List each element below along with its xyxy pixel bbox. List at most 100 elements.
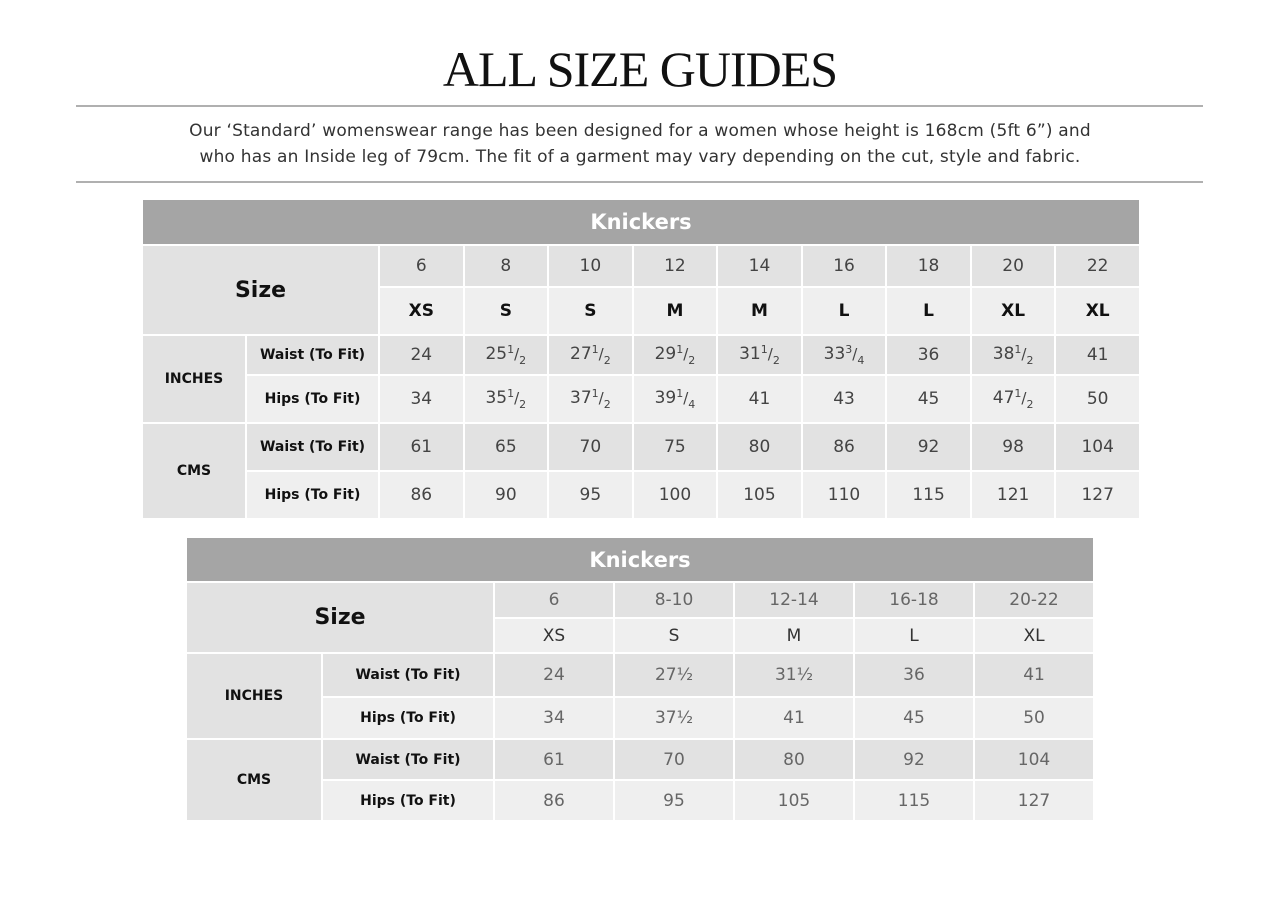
size-label: Size — [141, 244, 380, 336]
table-row: Hips (To Fit) 86 95 105 115 127 — [186, 779, 1096, 822]
divider — [76, 181, 1203, 183]
measurement-label: Hips (To Fit) — [245, 470, 380, 520]
measurement-value: 90 — [462, 470, 550, 520]
measurement-value: 251/2 — [462, 334, 550, 376]
unit-group-label: INCHES — [141, 334, 247, 424]
intro-text: Our ‘Standard’ womenswear range has been… — [0, 118, 1280, 170]
measurement-value: 104 — [1054, 422, 1141, 472]
size-number: 12-14 — [733, 581, 855, 619]
table-row: CMS Waist (To Fit) 61 70 80 92 104 — [185, 738, 1096, 822]
size-number: 22 — [1054, 244, 1141, 288]
table-row: Hips (To Fit) 34 351/2 371/2 391/4 41 43 45 471/… — [142, 374, 1141, 424]
measurement-value: 115 — [885, 470, 972, 520]
measurement-value: 41 — [972, 652, 1096, 698]
measurement-value: 104 — [972, 738, 1096, 781]
size-letter: XL — [972, 617, 1096, 654]
size-number: 16 — [800, 244, 888, 288]
measurement-value: 86 — [493, 779, 615, 822]
table-row: Hips (To Fit) 34 37½ 41 45 50 — [186, 696, 1096, 740]
measurement-label: Waist (To Fit) — [321, 738, 495, 781]
measurement-value: 371/2 — [547, 374, 634, 424]
size-table-grouped: Knickers Size 6 8-10 12-14 16-18 20-22 XS S M L XL I… — [184, 536, 1096, 822]
measurement-value: 95 — [547, 470, 634, 520]
size-letter: S — [462, 286, 550, 336]
measurement-value: 86 — [378, 470, 465, 520]
measurement-value: 127 — [972, 779, 1096, 822]
measurement-value: 31½ — [733, 652, 855, 698]
measurement-value: 61 — [378, 422, 465, 472]
intro-line: who has an Inside leg of 79cm. The fit o… — [199, 147, 1081, 167]
measurement-value: 291/2 — [631, 334, 719, 376]
measurement-value: 37½ — [613, 696, 735, 740]
measurement-value: 34 — [493, 696, 615, 740]
measurement-value: 41 — [1054, 334, 1141, 376]
intro-line: Our ‘Standard’ womenswear range has been… — [189, 121, 1091, 141]
size-number: 10 — [547, 244, 634, 288]
size-letter: XS — [378, 286, 465, 336]
measurement-value: 36 — [853, 652, 975, 698]
size-number: 18 — [885, 244, 972, 288]
measurement-value: 80 — [733, 738, 855, 781]
measurement-value: 24 — [378, 334, 465, 376]
measurement-label: Waist (To Fit) — [245, 334, 380, 376]
size-number: 6 — [493, 581, 615, 619]
size-letter: L — [800, 286, 888, 336]
size-letter: XS — [493, 617, 615, 654]
measurement-value: 351/2 — [462, 374, 550, 424]
size-number: 20-22 — [972, 581, 1096, 619]
measurement-value: 105 — [733, 779, 855, 822]
size-label: Size — [185, 581, 495, 654]
measurement-value: 127 — [1054, 470, 1141, 520]
measurement-value: 75 — [631, 422, 719, 472]
measurement-value: 333/4 — [800, 334, 888, 376]
measurement-label: Waist (To Fit) — [245, 422, 380, 472]
measurement-value: 92 — [853, 738, 975, 781]
measurement-label: Hips (To Fit) — [321, 779, 495, 822]
measurement-value: 65 — [462, 422, 550, 472]
measurement-value: 41 — [733, 696, 855, 740]
measurement-value: 391/4 — [631, 374, 719, 424]
measurement-value: 86 — [800, 422, 888, 472]
measurement-value: 95 — [613, 779, 735, 822]
measurement-value: 121 — [969, 470, 1057, 520]
table-row: INCHES Waist (To Fit) 24 27½ 31½ 36 41 — [185, 652, 1096, 740]
table-row: INCHES Waist (To Fit) 24 251/2 271/2 291/2 311… — [141, 334, 1141, 424]
measurement-value: 271/2 — [547, 334, 634, 376]
measurement-value: 34 — [378, 374, 465, 424]
size-letter: M — [733, 617, 855, 654]
size-letter: XL — [1054, 286, 1141, 336]
size-letter: L — [885, 286, 972, 336]
measurement-value: 50 — [1054, 374, 1141, 424]
measurement-value: 27½ — [613, 652, 735, 698]
measurement-value: 105 — [716, 470, 803, 520]
measurement-value: 70 — [547, 422, 634, 472]
size-letter: L — [853, 617, 975, 654]
measurement-value: 70 — [613, 738, 735, 781]
measurement-value: 61 — [493, 738, 615, 781]
measurement-value: 100 — [631, 470, 719, 520]
size-number: 8-10 — [613, 581, 735, 619]
measurement-value: 41 — [716, 374, 803, 424]
table-title: Knickers — [184, 536, 1096, 583]
size-letter: S — [613, 617, 735, 654]
page-title: ALL SIZE GUIDES — [442, 41, 838, 97]
unit-group-label: CMS — [185, 738, 323, 822]
measurement-value: 471/2 — [969, 374, 1057, 424]
measurement-value: 92 — [885, 422, 972, 472]
measurement-value: 381/2 — [969, 334, 1057, 376]
size-number: 14 — [716, 244, 803, 288]
table-row: CMS Waist (To Fit) 61 65 70 75 80 86 92 98 104 — [141, 422, 1141, 520]
measurement-value: 110 — [800, 470, 888, 520]
size-number: 20 — [969, 244, 1057, 288]
measurement-value: 80 — [716, 422, 803, 472]
measurement-value: 43 — [800, 374, 888, 424]
table-row: Hips (To Fit) 86 90 95 100 105 110 115 121 127 — [142, 470, 1141, 520]
size-number: 6 — [378, 244, 465, 288]
size-table-detailed: Knickers Size 6 8 10 12 14 16 18 20 22 XS S S M M L L XL XL… — [141, 198, 1141, 520]
size-letter: S — [547, 286, 634, 336]
measurement-label: Hips (To Fit) — [245, 374, 380, 424]
measurement-value: 311/2 — [716, 334, 803, 376]
measurement-label: Waist (To Fit) — [321, 652, 495, 698]
measurement-value: 45 — [853, 696, 975, 740]
measurement-value: 24 — [493, 652, 615, 698]
